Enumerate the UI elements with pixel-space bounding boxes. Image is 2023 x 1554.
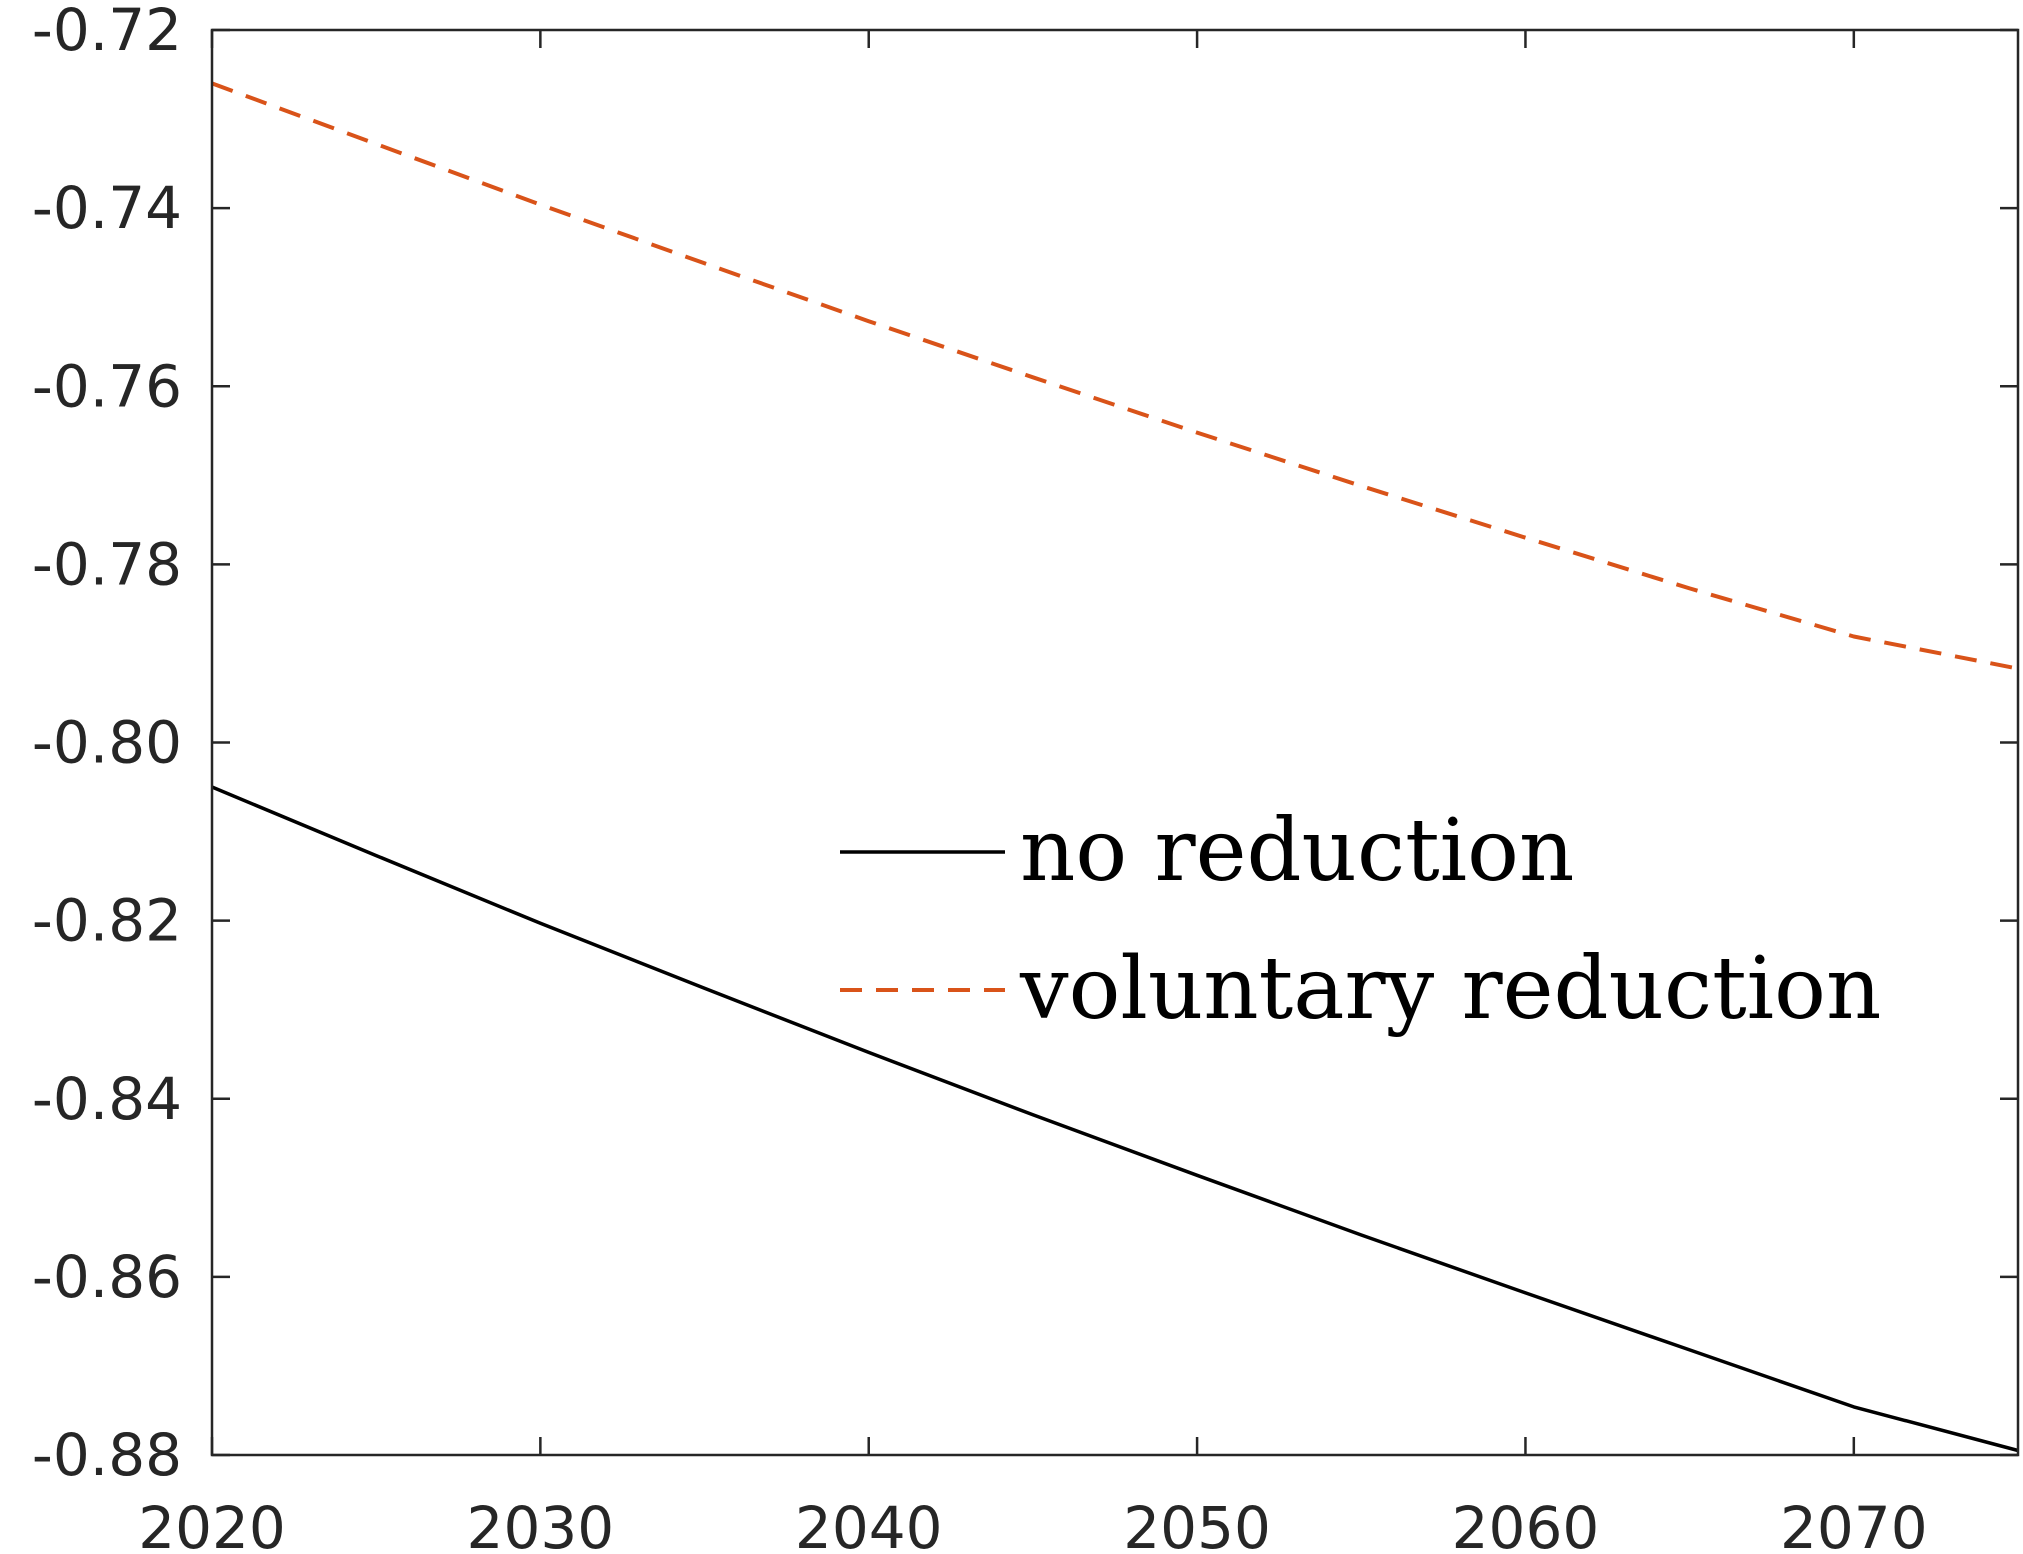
y-tick-label-0-82: -0.82 [32,887,182,955]
y-tick-label-0-84: -0.84 [32,1065,182,1133]
y-axis-tick-labels: -0.72 -0.74 -0.76 -0.78 -0.80 -0.82 -0.84 -0.86… [32,0,182,1489]
x-tick-label-2030: 2030 [467,1494,615,1554]
y-tick-label-0-74: -0.74 [32,174,182,242]
y-tick-label-0-86: -0.86 [32,1243,182,1311]
y-tick-label-0-8: -0.80 [32,709,182,777]
x-tick-label-2020: 2020 [138,1494,286,1554]
x-tick-label-2070: 2070 [1780,1494,1928,1554]
legend: no reduction voluntary reduction [840,801,1881,1039]
y-tick-label-0-72: -0.72 [32,0,182,64]
axis-ticks [210,28,2018,1457]
series-line-voluntary-reduction [211,81,2019,671]
legend-label-no-reduction: no reduction [1020,801,1574,901]
y-tick-label-0-88: -0.88 [32,1421,182,1489]
x-tick-label-2050: 2050 [1123,1494,1271,1554]
x-tick-label-2040: 2040 [795,1494,943,1554]
series-layer [211,81,2019,1453]
y-tick-label-0-76: -0.76 [32,352,182,420]
y-tick-label-0-78: -0.78 [32,530,182,598]
x-tick-label-2060: 2060 [1452,1494,1600,1554]
legend-label-voluntary-reduction: voluntary reduction [1019,939,1881,1039]
x-axis-tick-labels: 2020 2030 2040 2050 2060 2070 [138,1494,1927,1554]
series-line-no-reduction [211,785,2019,1453]
plot-area [212,30,2018,1455]
